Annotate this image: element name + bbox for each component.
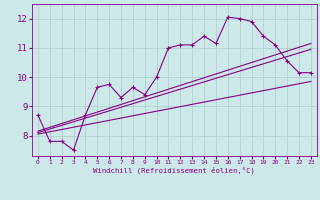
X-axis label: Windchill (Refroidissement éolien,°C): Windchill (Refroidissement éolien,°C) <box>93 167 255 174</box>
